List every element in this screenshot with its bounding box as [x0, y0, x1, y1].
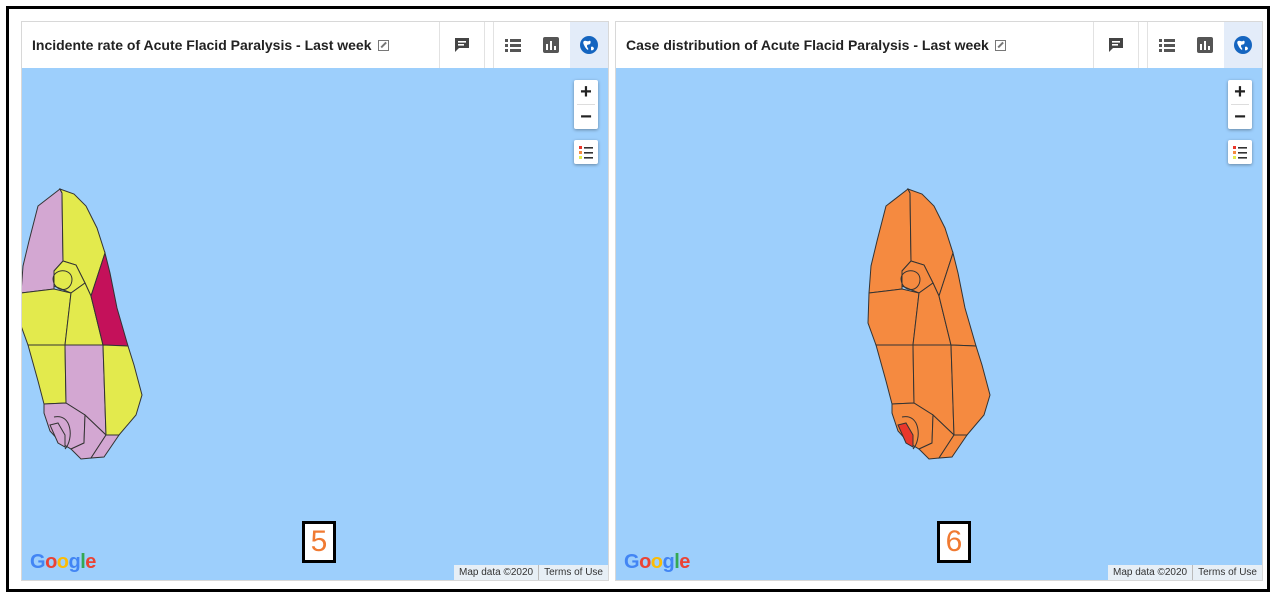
map-view-button[interactable] — [570, 22, 608, 68]
attribution-divider — [538, 565, 540, 580]
table-view-button[interactable] — [494, 22, 532, 68]
chart-view-icon — [543, 37, 559, 53]
zoom-divider — [577, 104, 595, 105]
region-se-mid[interactable] — [950, 344, 991, 436]
region-se-lower[interactable] — [938, 434, 968, 459]
header-tools — [1093, 22, 1262, 68]
region-west-mid[interactable] — [867, 288, 920, 346]
annotation-number-box: 5 — [302, 521, 336, 563]
table-view-icon — [505, 39, 521, 52]
legend-icon — [1233, 146, 1247, 159]
region-se-mid[interactable] — [102, 344, 143, 436]
panel-title[interactable]: Incidente rate of Acute Flacid Paralysis… — [22, 37, 389, 53]
choropleth-map — [22, 188, 143, 460]
map-attribution: Map data ©2020 Terms of Use — [454, 565, 608, 580]
region-sw-mid[interactable] — [27, 344, 67, 405]
open-external-icon[interactable] — [994, 40, 1006, 51]
center-district-ring — [900, 270, 921, 290]
chart-view-button[interactable] — [532, 22, 570, 68]
region-sw-inner[interactable] — [49, 422, 66, 448]
interpretations-button[interactable] — [1093, 22, 1139, 68]
map-attribution: Map data ©2020 Terms of Use — [1108, 565, 1262, 580]
map-view-icon — [580, 36, 598, 54]
table-view-icon — [1159, 39, 1175, 52]
zoom-in-button[interactable]: + — [580, 81, 592, 103]
terms-of-use-link[interactable]: Terms of Use — [544, 567, 603, 578]
chart-view-button[interactable] — [1186, 22, 1224, 68]
legend-toggle-button[interactable] — [574, 140, 598, 164]
chart-view-icon — [1197, 37, 1213, 53]
map-view-button[interactable] — [1224, 22, 1262, 68]
terms-of-use-link[interactable]: Terms of Use — [1198, 567, 1257, 578]
google-logo: Google — [624, 551, 690, 573]
legend-icon — [579, 146, 593, 159]
center-district-ring — [52, 270, 73, 290]
interpretation-icon — [1109, 38, 1123, 52]
region-sw-inner[interactable] — [897, 422, 914, 448]
zoom-in-button[interactable]: + — [1234, 81, 1246, 103]
map-data-credit[interactable]: Map data ©2020 — [459, 567, 534, 578]
annotation-number-box: 6 — [937, 521, 971, 563]
attribution-divider — [1192, 565, 1194, 580]
zoom-out-button[interactable]: − — [580, 106, 592, 128]
zoom-divider — [1231, 104, 1249, 105]
panel-title[interactable]: Case distribution of Acute Flacid Paraly… — [616, 37, 1006, 53]
screenshot-frame: Incidente rate of Acute Flacid Paralysis… — [6, 6, 1270, 592]
open-external-icon[interactable] — [377, 40, 389, 51]
legend-toggle-button[interactable] — [1228, 140, 1252, 164]
view-switcher — [493, 22, 608, 68]
inner-ring-outline — [53, 416, 71, 450]
region-sw-mid[interactable] — [875, 344, 915, 405]
region-west-mid[interactable] — [22, 288, 72, 346]
zoom-out-button[interactable]: − — [1234, 106, 1246, 128]
region-se-lower[interactable] — [90, 434, 120, 459]
header-tools — [439, 22, 608, 68]
interpretations-button[interactable] — [439, 22, 485, 68]
map-view-icon — [1234, 36, 1252, 54]
map-data-credit[interactable]: Map data ©2020 — [1113, 567, 1188, 578]
view-switcher — [1147, 22, 1262, 68]
dashboard-item-incidence: Incidente rate of Acute Flacid Paralysis… — [21, 21, 609, 581]
interpretation-icon — [455, 38, 469, 52]
choropleth-map — [867, 188, 991, 460]
zoom-control: + − — [1228, 80, 1252, 129]
map-canvas[interactable]: + − 6 Google Map data ©2020 Terms of Use — [616, 68, 1262, 580]
table-view-button[interactable] — [1148, 22, 1186, 68]
zoom-control: + − — [574, 80, 598, 129]
map-canvas[interactable]: + − 5 Google Map data ©2020 Terms of Use — [22, 68, 608, 580]
panel-header: Incidente rate of Acute Flacid Paralysis… — [22, 22, 608, 68]
inner-ring-outline — [901, 416, 919, 450]
dashboard-item-cases: Case distribution of Acute Flacid Paraly… — [615, 21, 1263, 581]
google-logo: Google — [30, 551, 96, 573]
panel-header: Case distribution of Acute Flacid Paraly… — [616, 22, 1262, 68]
